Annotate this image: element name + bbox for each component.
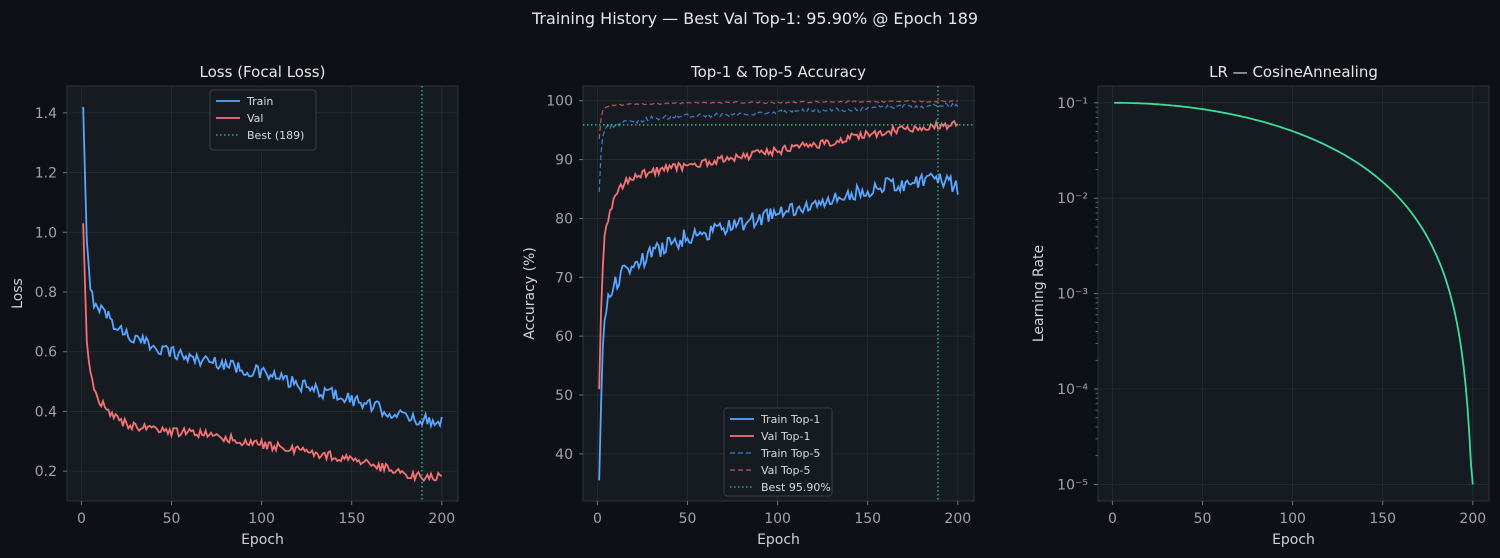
y-tick-label: 90: [555, 153, 573, 169]
x-tick-label: 100: [1279, 511, 1306, 527]
legend-label: Train Top-1: [760, 413, 820, 426]
x-axis-label: Epoch: [241, 532, 284, 548]
y-tick-label: 60: [555, 329, 573, 345]
legend-label: Val Top-5: [761, 464, 811, 477]
x-axis-label: Epoch: [757, 532, 800, 548]
x-tick-label: 150: [1369, 511, 1396, 527]
x-tick-label: 50: [163, 511, 181, 527]
legend: Train Val Best (189): [209, 89, 317, 151]
y-tick-label: 1.4: [35, 106, 57, 122]
y-tick-label: 40: [555, 447, 573, 463]
series-group: [583, 86, 974, 501]
y-tick-label: 1.0: [35, 225, 57, 241]
legend-label: Best 95.90%: [761, 481, 831, 494]
series-group: [1114, 101, 1474, 485]
y-tick-label: 0.2: [35, 464, 57, 480]
x-tick-label: 0: [1108, 511, 1117, 527]
axes-title: Top-1 & Top-5 Accuracy: [690, 63, 866, 81]
y-tick-label: 10⁻¹: [1057, 96, 1088, 112]
y-tick-label: 10⁻³: [1057, 287, 1088, 303]
y-tick-label: 1.2: [35, 166, 57, 182]
x-tick-label: 50: [679, 511, 697, 527]
x-tick-label: 150: [338, 511, 365, 527]
y-tick-label: 10⁻²: [1057, 191, 1088, 207]
y-axis-label: Learning Rate: [1031, 245, 1047, 342]
val-line: [82, 223, 443, 483]
x-tick-label: 200: [428, 511, 455, 527]
y-tick-label: 0.6: [35, 345, 57, 361]
chart-panel-1: 0 50 100 150 200 0.2 0.4 0.6 0.8 1.0 1.2 1.4 Loss (F…: [10, 63, 459, 548]
figure-suptitle: Training History — Best Val Top-1: 95.90…: [531, 9, 978, 28]
x-tick-label: 100: [248, 511, 275, 527]
val-top-5-line: [598, 100, 958, 140]
legend-label: Val: [247, 112, 263, 125]
y-tick-label: 10⁻⁵: [1057, 477, 1088, 493]
y-axis-label: Loss: [10, 278, 26, 309]
train-top-1-line: [598, 171, 959, 481]
x-tick-label: 200: [1459, 511, 1486, 527]
lr-line: [1114, 101, 1474, 485]
train-top-5-line: [598, 102, 959, 193]
x-tick-label: 150: [854, 511, 881, 527]
legend: Train Top-1 Val Top-1 Train Top-5 Val Top-5…: [723, 407, 833, 497]
y-tick-label: 70: [555, 270, 573, 286]
y-tick-label: 80: [555, 211, 573, 227]
y-tick-label: 0.4: [35, 404, 57, 420]
x-tick-label: 0: [593, 511, 602, 527]
x-tick-label: 100: [764, 511, 791, 527]
grid: [583, 86, 974, 501]
plot-area: [66, 85, 459, 502]
axes-title: LR — CosineAnnealing: [1209, 63, 1378, 81]
legend-label: Best (189): [247, 129, 304, 142]
y-tick-label: 100: [546, 94, 573, 110]
chart-panel-3: 0 50 100 150 200 10⁻¹ 10⁻² 10⁻³ 10⁻⁴ 10⁻⁵ LR — Cos…: [1031, 63, 1490, 548]
legend-label: Train Top-5: [760, 447, 820, 460]
chart-panel-2: 0 50 100 150 200 40 50 60 70 80 90 100 Top-1 & Top-5…: [522, 63, 975, 548]
x-tick-label: 0: [77, 511, 86, 527]
x-axis-label: Epoch: [1272, 532, 1315, 548]
axes-title: Loss (Focal Loss): [200, 63, 326, 81]
legend-box: [723, 407, 833, 497]
y-tick-label: 10⁻⁴: [1057, 382, 1088, 398]
legend-label: Train: [246, 95, 273, 108]
series-group: [82, 86, 443, 501]
x-tick-label: 200: [944, 511, 971, 527]
y-tick-label: 50: [555, 388, 573, 404]
y-axis-label: Accuracy (%): [522, 247, 538, 340]
val-top-1-line: [598, 118, 959, 390]
x-tick-label: 50: [1194, 511, 1212, 527]
y-tick-label: 0.8: [35, 285, 57, 301]
grid: [1098, 86, 1489, 501]
train-line: [82, 106, 443, 430]
legend-label: Val Top-1: [761, 430, 811, 443]
